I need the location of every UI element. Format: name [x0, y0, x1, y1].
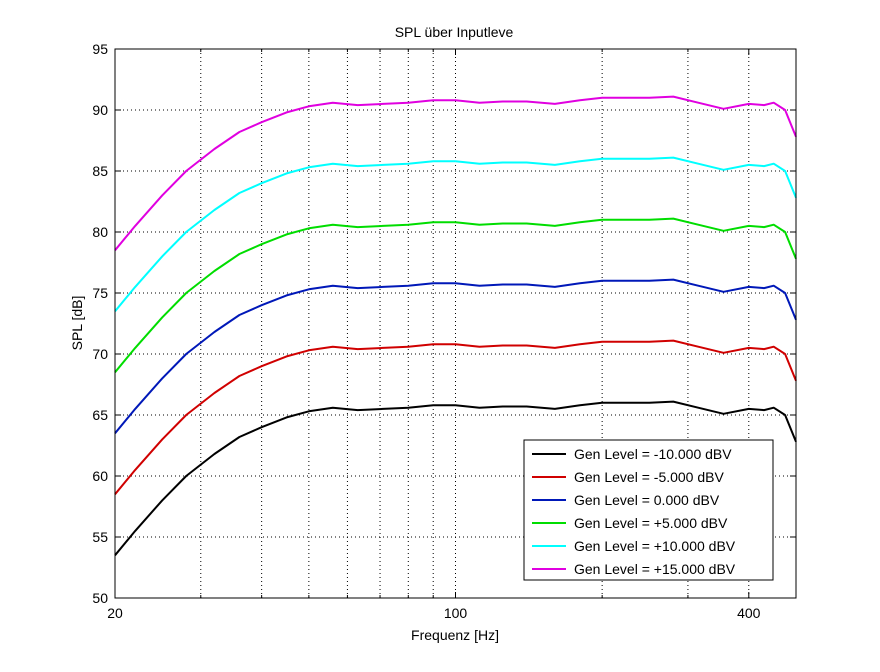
x-axis-label: Frequenz [Hz] — [411, 627, 499, 643]
chart-title: SPL über Inputleve — [395, 24, 514, 40]
y-tick-label: 65 — [92, 407, 108, 423]
series-line-5 — [114, 156, 797, 312]
y-axis-label: SPL [dB] — [69, 296, 85, 351]
legend-label-3: Gen Level = 0.000 dBV — [574, 492, 720, 508]
series-line-2 — [114, 339, 797, 495]
legend-label-1: Gen Level = -10.000 dBV — [574, 446, 732, 462]
y-tick-label: 50 — [92, 590, 108, 606]
legend-label-4: Gen Level = +5.000 dBV — [574, 515, 728, 531]
legend-label-2: Gen Level = -5.000 dBV — [574, 469, 724, 485]
x-tick-label: 20 — [107, 605, 123, 621]
series-line-4 — [114, 217, 797, 373]
series-layer — [114, 95, 797, 556]
y-tick-label: 70 — [92, 346, 108, 362]
legend-label-6: Gen Level = +15.000 dBV — [574, 561, 736, 577]
grid-layer — [115, 49, 796, 598]
tick-layer: 20 100 400 50 55 60 65 70 75 80 85 90 95 — [92, 41, 797, 621]
legend-box — [523, 439, 774, 581]
series-line-6 — [114, 95, 797, 251]
y-tick-label: 90 — [92, 102, 108, 118]
y-tick-label: 95 — [92, 41, 108, 57]
y-tick-label: 85 — [92, 163, 108, 179]
y-tick-label: 75 — [92, 285, 108, 301]
legend-label-5: Gen Level = +10.000 dBV — [574, 538, 736, 554]
x-tick-label: 100 — [444, 605, 468, 621]
y-tick-label: 60 — [92, 468, 108, 484]
series-line-3 — [114, 278, 797, 434]
y-tick-label: 55 — [92, 529, 108, 545]
y-tick-label: 80 — [92, 224, 108, 240]
x-tick-label: 400 — [737, 605, 761, 621]
series-line-1 — [114, 400, 797, 556]
legend: Gen Level = -10.000 dBV Gen Level = -5.00… — [523, 439, 774, 581]
